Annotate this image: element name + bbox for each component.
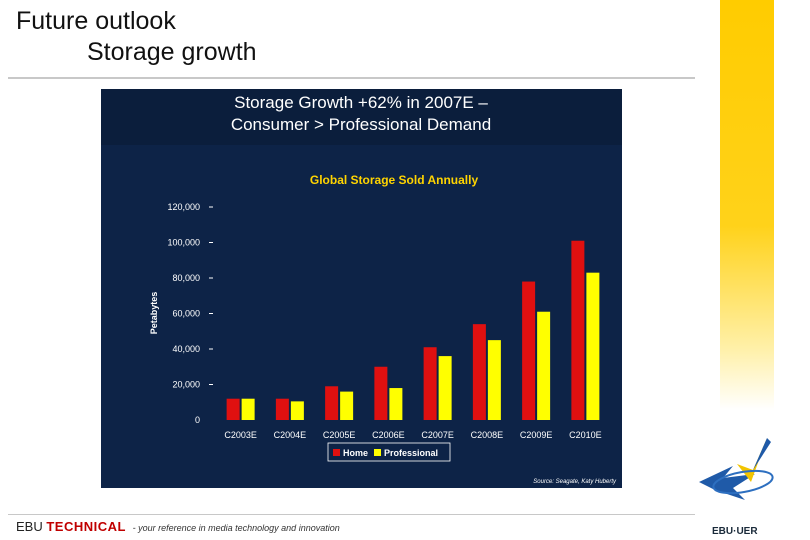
legend-swatch-home xyxy=(333,449,340,456)
x-tick-label: C2010E xyxy=(569,430,602,440)
chart-header-band xyxy=(101,89,622,145)
x-tick-label: C2005E xyxy=(323,430,356,440)
footer-tagline: - your reference in media technology and… xyxy=(132,523,340,533)
x-tick-label: C2007E xyxy=(421,430,454,440)
footer-brand: EBU xyxy=(16,519,43,534)
storage-bar-chart: Storage Growth +62% in 2007E – Consumer … xyxy=(149,93,617,485)
y-tick-label: 0 xyxy=(195,415,200,425)
chart-source: Source: Seagate, Katy Huberty xyxy=(533,479,617,485)
bar-home-c2004e xyxy=(275,398,289,420)
chart-header-line1: Storage Growth +62% in 2007E – xyxy=(234,93,488,112)
slide-title-line2: Storage growth xyxy=(87,38,257,66)
bar-home-c2005e xyxy=(325,386,339,420)
bar-professional-c2009e xyxy=(537,311,551,420)
bar-professional-c2005e xyxy=(340,391,354,420)
bar-professional-c2004e xyxy=(290,401,304,420)
legend-box xyxy=(327,442,451,462)
chart-title: Global Storage Sold Annually xyxy=(310,173,479,187)
footer-divider xyxy=(8,514,695,515)
bar-home-c2009e xyxy=(522,281,536,420)
ebu-logo-icon xyxy=(699,438,774,500)
x-tick-label: C2009E xyxy=(520,430,553,440)
bar-professional-c2007e xyxy=(438,356,452,420)
bar-home-c2007e xyxy=(423,347,437,420)
decorative-yellow-band xyxy=(720,0,774,410)
bar-home-c2006e xyxy=(374,366,388,420)
bar-home-c2003e xyxy=(226,398,240,420)
chart-header-line2: Consumer > Professional Demand xyxy=(231,115,491,134)
x-tick-label: C2003E xyxy=(224,430,257,440)
x-tick-label: C2004E xyxy=(274,430,307,440)
y-tick-label: 20,000 xyxy=(172,380,200,390)
slide-title: Future outlook Storage growth xyxy=(16,6,257,68)
ebu-logo-text: EBU·UER xyxy=(712,526,758,537)
bar-professional-c2003e xyxy=(241,398,255,420)
y-tick-label: 60,000 xyxy=(172,309,200,319)
bar-home-c2008e xyxy=(472,324,486,420)
chart-panel: Storage Growth +62% in 2007E – Consumer … xyxy=(101,89,622,488)
y-tick-label: 100,000 xyxy=(167,238,200,248)
legend-swatch-professional xyxy=(374,449,381,456)
y-tick-label: 40,000 xyxy=(172,344,200,354)
footer-brand-technical: TECHNICAL xyxy=(46,519,126,534)
bar-professional-c2008e xyxy=(487,340,501,420)
legend-label-home: Home xyxy=(343,448,368,458)
y-axis-label: Petabytes xyxy=(149,292,159,335)
bar-professional-c2006e xyxy=(389,388,403,420)
bar-home-c2010e xyxy=(571,240,585,420)
x-tick-label: C2008E xyxy=(471,430,504,440)
y-tick-label: 80,000 xyxy=(172,273,200,283)
legend-label-professional: Professional xyxy=(384,448,438,458)
slide-title-line1: Future outlook xyxy=(16,7,176,35)
title-divider xyxy=(8,77,695,79)
bar-professional-c2010e xyxy=(586,272,600,420)
y-tick-label: 120,000 xyxy=(167,202,200,212)
x-tick-label: C2006E xyxy=(372,430,405,440)
footer: EBU TECHNICAL - your reference in media … xyxy=(16,519,340,534)
legend: Home Professional xyxy=(327,442,451,462)
